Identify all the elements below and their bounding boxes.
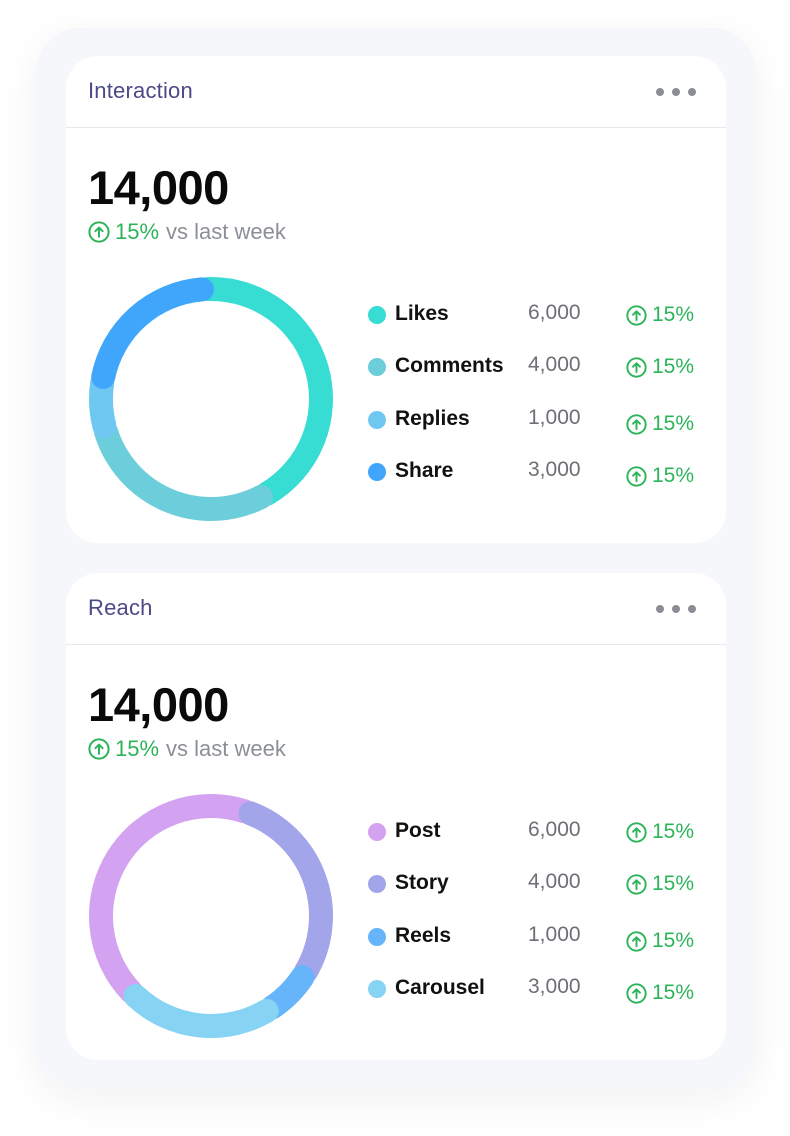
donut-segment-story — [238, 801, 333, 984]
legend-value: 4,000 — [528, 353, 581, 376]
legend-change: 15% — [626, 872, 694, 896]
interaction-donut-chart — [89, 277, 333, 521]
legend-item-comments: Comments 4,000 15% — [368, 353, 708, 383]
arrow-up-circle-icon — [626, 356, 647, 378]
arrow-up-circle-icon — [626, 982, 647, 1004]
legend-dot — [368, 358, 386, 376]
reach-card: Reach 14,000 15% vs last week Post 6,000… — [66, 573, 726, 1060]
card-header: Reach — [66, 573, 726, 645]
reach-donut-chart — [89, 794, 333, 1038]
legend-change-percent: 15% — [652, 464, 695, 487]
total-value: 14,000 — [88, 678, 229, 731]
legend-dot — [368, 463, 386, 481]
legend-change-percent: 15% — [652, 303, 695, 326]
legend-name: Comments — [395, 354, 504, 377]
legend-value: 1,000 — [528, 406, 581, 429]
legend-item-reels: Reels 1,000 15% — [368, 923, 708, 953]
donut-segment-share — [91, 277, 214, 389]
legend-name: Reels — [395, 924, 452, 947]
legend-name: Carousel — [395, 976, 485, 999]
change-percent: 15% — [115, 219, 160, 244]
legend-change: 15% — [626, 412, 694, 436]
legend-change: 15% — [626, 355, 694, 379]
card-title: Reach — [88, 595, 153, 620]
legend-change: 15% — [626, 464, 694, 488]
legend-name: Share — [395, 459, 454, 482]
legend-value: 4,000 — [528, 870, 581, 893]
legend-dot — [368, 411, 386, 429]
legend-name: Replies — [395, 407, 470, 430]
legend-dot — [368, 306, 386, 324]
arrow-up-circle-icon — [626, 413, 647, 435]
legend-dot — [368, 980, 386, 998]
change-summary: 15% vs last week — [88, 219, 286, 245]
legend-change-percent: 15% — [652, 355, 695, 378]
legend-change: 15% — [626, 929, 694, 953]
legend-name: Story — [395, 871, 449, 894]
total-value: 14,000 — [88, 161, 229, 214]
legend-change: 15% — [626, 303, 694, 327]
change-summary: 15% vs last week — [88, 736, 286, 762]
change-label: vs last week — [166, 219, 286, 244]
change-label: vs last week — [166, 736, 286, 761]
arrow-up-circle-icon — [626, 873, 647, 895]
arrow-up-circle-icon — [626, 304, 647, 326]
arrow-up-circle-icon — [626, 930, 647, 952]
donut-segment-replies — [89, 371, 117, 438]
legend-name: Post — [395, 819, 441, 842]
arrow-up-circle-icon — [626, 821, 647, 843]
legend-item-share: Share 3,000 15% — [368, 458, 708, 488]
legend-change-percent: 15% — [652, 820, 695, 843]
legend-item-carousel: Carousel 3,000 15% — [368, 975, 708, 1005]
donut-segment-carousel — [123, 984, 279, 1038]
legend-value: 6,000 — [528, 301, 581, 324]
more-horizontal-icon[interactable] — [656, 80, 696, 104]
legend-change-percent: 15% — [652, 929, 695, 952]
legend-dot — [368, 928, 386, 946]
interaction-card: Interaction 14,000 15% vs last week Like… — [66, 56, 726, 543]
legend-change: 15% — [626, 820, 694, 844]
donut-segment-reels — [260, 965, 315, 1020]
legend-name: Likes — [395, 302, 449, 325]
legend-change: 15% — [626, 981, 694, 1005]
arrow-up-circle-icon — [626, 465, 647, 487]
card-title: Interaction — [88, 78, 193, 103]
legend-dot — [368, 823, 386, 841]
card-header: Interaction — [66, 56, 726, 128]
legend-value: 1,000 — [528, 923, 581, 946]
legend-item-likes: Likes 6,000 15% — [368, 301, 708, 331]
legend-item-post: Post 6,000 15% — [368, 818, 708, 848]
legend-value: 3,000 — [528, 975, 581, 998]
legend-change-percent: 15% — [652, 872, 695, 895]
donut-segment-post — [89, 794, 257, 1004]
arrow-up-circle-icon — [88, 221, 110, 243]
legend-change-percent: 15% — [652, 981, 695, 1004]
legend-dot — [368, 875, 386, 893]
donut-segment-comments — [94, 420, 273, 521]
legend-item-story: Story 4,000 15% — [368, 870, 708, 900]
legend-item-replies: Replies 1,000 15% — [368, 406, 708, 436]
arrow-up-circle-icon — [88, 738, 110, 760]
legend-change-percent: 15% — [652, 412, 695, 435]
legend-value: 3,000 — [528, 458, 581, 481]
change-percent: 15% — [115, 736, 160, 761]
more-horizontal-icon[interactable] — [656, 597, 696, 621]
donut-segment-likes — [196, 277, 333, 506]
legend-value: 6,000 — [528, 818, 581, 841]
